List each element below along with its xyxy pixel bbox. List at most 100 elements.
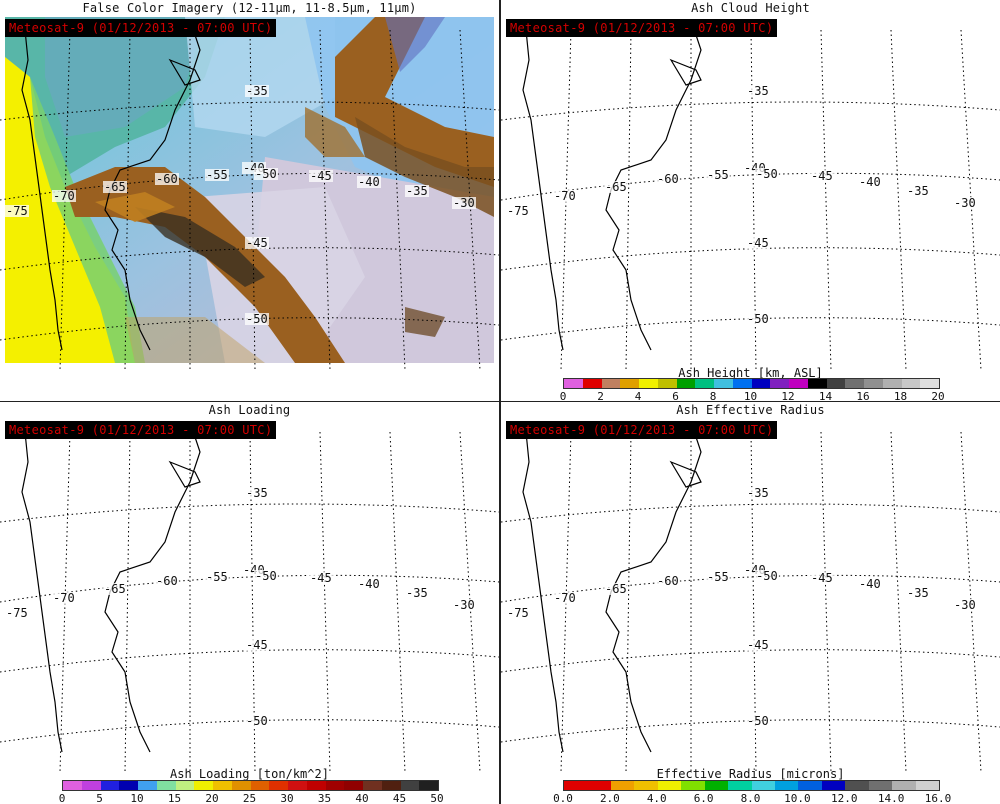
lon-label: -30 bbox=[452, 598, 476, 612]
ash-height-panel: Ash Cloud Height Meteosat-9 (01/12/2013 … bbox=[501, 0, 1000, 401]
colorbar-tick-label: 14 bbox=[818, 390, 833, 401]
lon-label: -45 bbox=[810, 169, 834, 183]
satellite-label: Meteosat-9 (01/12/2013 - 07:00 UTC) bbox=[506, 19, 778, 37]
colorbar-segment bbox=[564, 781, 588, 790]
colorbar-tick-label: 10.0 bbox=[784, 792, 811, 804]
horizontal-divider bbox=[0, 401, 1000, 402]
colorbar-segment bbox=[138, 781, 157, 790]
colorbar-tick-label: 12 bbox=[781, 390, 795, 401]
colorbar-tick-label: 20 bbox=[931, 390, 945, 401]
lon-label: -30 bbox=[953, 598, 977, 612]
colorbar-segment bbox=[807, 379, 827, 388]
colorbar-tick-label: 20 bbox=[205, 792, 219, 804]
lon-label: -75 bbox=[5, 204, 29, 218]
colorbar-segment bbox=[751, 379, 771, 388]
colorbar-segment bbox=[774, 781, 799, 790]
colorbar-segment bbox=[732, 379, 752, 388]
lat-label: -45 bbox=[245, 236, 269, 250]
lat-label: -50 bbox=[746, 312, 770, 326]
panel-title: Ash Cloud Height bbox=[691, 1, 810, 15]
colorbar-segment bbox=[639, 379, 658, 388]
lon-label: -35 bbox=[906, 586, 930, 600]
colorbar-tick-label: 16 bbox=[856, 390, 870, 401]
lon-label: -55 bbox=[205, 168, 229, 182]
lon-label: -50 bbox=[254, 569, 278, 583]
satellite-label: Meteosat-9 (01/12/2013 - 07:00 UTC) bbox=[5, 421, 277, 439]
colorbar-segment bbox=[798, 781, 822, 790]
lon-label: -55 bbox=[706, 570, 730, 584]
colorbar-segment bbox=[882, 379, 902, 388]
lon-label: -30 bbox=[452, 196, 476, 210]
lon-label: -65 bbox=[103, 180, 127, 194]
colorbar-tick-label: 2.0 bbox=[599, 792, 620, 804]
lat-label: -45 bbox=[245, 638, 269, 652]
colorbar-segment bbox=[119, 781, 138, 790]
lat-label: -45 bbox=[746, 638, 770, 652]
colorbar-tick-label: 0.0 bbox=[553, 792, 573, 804]
lon-label: -50 bbox=[755, 569, 779, 583]
lon-label: -45 bbox=[810, 571, 834, 585]
colorbar-tick-label: 8.0 bbox=[740, 792, 761, 804]
lon-label: -40 bbox=[357, 175, 381, 189]
false-color-image bbox=[5, 17, 494, 363]
colorbar-segment bbox=[81, 781, 101, 790]
lon-label: -30 bbox=[953, 196, 977, 210]
colorbar-tick-label: 5 bbox=[96, 792, 103, 804]
lon-label: -60 bbox=[656, 172, 680, 186]
lat-label: -45 bbox=[746, 236, 770, 250]
lon-label: -60 bbox=[155, 574, 179, 588]
panel-title: False Color Imagery (12-11μm, 11-8.5μm, … bbox=[82, 1, 417, 15]
colorbar-segment bbox=[63, 781, 82, 790]
colorbar-segment bbox=[657, 781, 682, 790]
lon-label: -35 bbox=[906, 184, 930, 198]
vertical-divider bbox=[499, 0, 501, 804]
lon-label: -40 bbox=[858, 175, 882, 189]
colorbar-tick-label: 40 bbox=[355, 792, 369, 804]
colorbar-tick-label: 6.0 bbox=[693, 792, 714, 804]
lon-label: -55 bbox=[205, 570, 229, 584]
colorbar-segment bbox=[901, 379, 921, 388]
colorbar-segment bbox=[681, 781, 705, 790]
colorbar-tick-label: 10 bbox=[130, 792, 144, 804]
false-color-panel: False Color Imagery (12-11μm, 11-8.5μm, … bbox=[0, 0, 499, 401]
colorbar-segment bbox=[194, 781, 213, 790]
colorbar-tick-label: 35 bbox=[317, 792, 332, 804]
colorbar bbox=[563, 780, 940, 791]
colorbar-tick-label: 10 bbox=[743, 390, 758, 401]
colorbar-segment bbox=[845, 379, 864, 388]
colorbar-segment bbox=[676, 379, 696, 388]
colorbar-tick-label: 4 bbox=[634, 390, 642, 401]
colorbar-tick-label: 6 bbox=[672, 390, 679, 401]
colorbar-tick-label: 18 bbox=[893, 390, 908, 401]
colorbar-segment bbox=[826, 379, 846, 388]
colorbar-tick-label: 8 bbox=[709, 390, 717, 401]
colorbar-segment bbox=[601, 379, 621, 388]
colorbar-segment bbox=[770, 379, 789, 388]
lon-label: -35 bbox=[405, 586, 429, 600]
lon-label: -75 bbox=[506, 204, 530, 218]
colorbar-segment bbox=[789, 379, 808, 388]
colorbar-tick-label: 12.0 bbox=[831, 792, 858, 804]
colorbar-segment bbox=[728, 781, 752, 790]
colorbar-label: Ash Height [km, ASL] bbox=[678, 366, 823, 380]
lon-label: -65 bbox=[604, 180, 628, 194]
colorbar-segment bbox=[344, 781, 363, 790]
lat-label: -35 bbox=[746, 84, 770, 98]
colorbar-segment bbox=[400, 781, 420, 790]
colorbar-segment bbox=[175, 781, 195, 790]
colorbar-segment bbox=[845, 781, 869, 790]
colorbar-tick-label: 0 bbox=[559, 390, 567, 401]
colorbar-segment bbox=[634, 781, 658, 790]
colorbar-tick-label: 25 bbox=[242, 792, 257, 804]
satellite-label: Meteosat-9 (01/12/2013 - 07:00 UTC) bbox=[506, 421, 778, 439]
colorbar-segment bbox=[714, 379, 733, 388]
panel-title: Ash Effective Radius bbox=[676, 403, 825, 417]
lon-label: -40 bbox=[357, 577, 381, 591]
lon-label: -45 bbox=[309, 169, 333, 183]
lon-label: -50 bbox=[755, 167, 779, 181]
satellite-label: Meteosat-9 (01/12/2013 - 07:00 UTC) bbox=[5, 19, 277, 37]
colorbar-label: Ash Loading [ton/km^2] bbox=[170, 767, 329, 781]
colorbar-tick-label: 15 bbox=[167, 792, 182, 804]
colorbar-tick-label: 2 bbox=[597, 390, 604, 401]
colorbar-segment bbox=[288, 781, 307, 790]
